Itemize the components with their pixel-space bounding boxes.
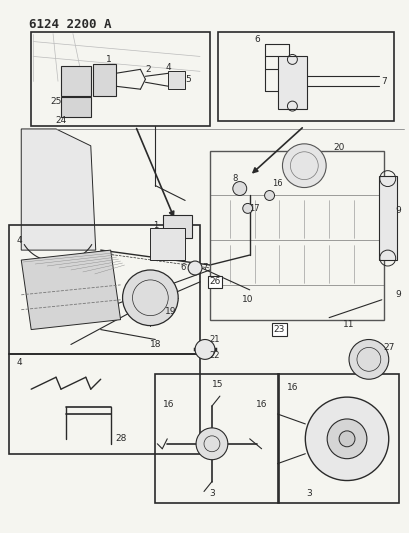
- Text: 15: 15: [211, 379, 223, 389]
- Circle shape: [348, 340, 388, 379]
- Text: 24: 24: [55, 117, 66, 125]
- Text: 27: 27: [382, 343, 393, 352]
- Text: 20: 20: [333, 143, 344, 152]
- Text: 23: 23: [273, 325, 285, 334]
- Text: 9: 9: [395, 290, 400, 300]
- Bar: [150, 228, 185, 260]
- Text: 5: 5: [185, 75, 191, 84]
- Circle shape: [282, 144, 326, 188]
- Bar: [168, 71, 185, 89]
- Polygon shape: [21, 129, 96, 250]
- Text: 4: 4: [165, 63, 171, 72]
- Text: 16: 16: [255, 400, 267, 409]
- Bar: [9, 225, 200, 354]
- Bar: [61, 67, 90, 96]
- Text: 1: 1: [152, 221, 157, 230]
- Text: 3: 3: [306, 489, 311, 498]
- Text: 9: 9: [395, 206, 400, 215]
- Text: 3: 3: [209, 489, 214, 498]
- Bar: [155, 374, 279, 503]
- Text: 16: 16: [286, 383, 297, 392]
- Circle shape: [326, 419, 366, 459]
- Bar: [217, 31, 393, 121]
- Circle shape: [188, 261, 202, 275]
- Circle shape: [242, 204, 252, 213]
- Bar: [61, 97, 90, 117]
- Text: 6: 6: [180, 263, 185, 272]
- Circle shape: [196, 428, 227, 459]
- Text: 11: 11: [342, 320, 354, 329]
- Bar: [277, 374, 398, 503]
- Text: 16: 16: [272, 179, 282, 188]
- Text: 22: 22: [209, 351, 220, 360]
- Circle shape: [122, 270, 178, 326]
- Text: 6: 6: [254, 35, 260, 44]
- Text: 1: 1: [106, 55, 111, 64]
- Circle shape: [232, 182, 246, 196]
- Bar: [31, 31, 209, 126]
- Text: 7: 7: [380, 77, 386, 86]
- Polygon shape: [21, 250, 120, 329]
- Text: 19: 19: [164, 307, 175, 316]
- Text: 7: 7: [202, 263, 207, 272]
- Bar: [277, 56, 307, 109]
- Text: 28: 28: [115, 434, 126, 443]
- Text: 4: 4: [16, 236, 22, 245]
- Text: 4: 4: [169, 240, 174, 249]
- Bar: [209, 151, 383, 320]
- Circle shape: [195, 340, 214, 359]
- Text: 4: 4: [16, 358, 22, 367]
- Text: 18: 18: [149, 340, 161, 349]
- Bar: [163, 215, 192, 238]
- Text: 25: 25: [50, 96, 61, 106]
- Circle shape: [338, 431, 354, 447]
- Text: 26: 26: [209, 277, 220, 286]
- Bar: [378, 175, 396, 260]
- Circle shape: [264, 190, 274, 200]
- Bar: [9, 354, 200, 454]
- Text: 16: 16: [162, 400, 173, 409]
- Bar: [92, 64, 115, 96]
- Text: 8: 8: [231, 174, 237, 183]
- Text: 2: 2: [145, 65, 151, 74]
- Circle shape: [305, 397, 388, 481]
- Text: 6124 2200 A: 6124 2200 A: [29, 18, 111, 31]
- Text: 10: 10: [241, 295, 253, 304]
- Text: 21: 21: [209, 335, 220, 344]
- Text: 17: 17: [249, 204, 259, 213]
